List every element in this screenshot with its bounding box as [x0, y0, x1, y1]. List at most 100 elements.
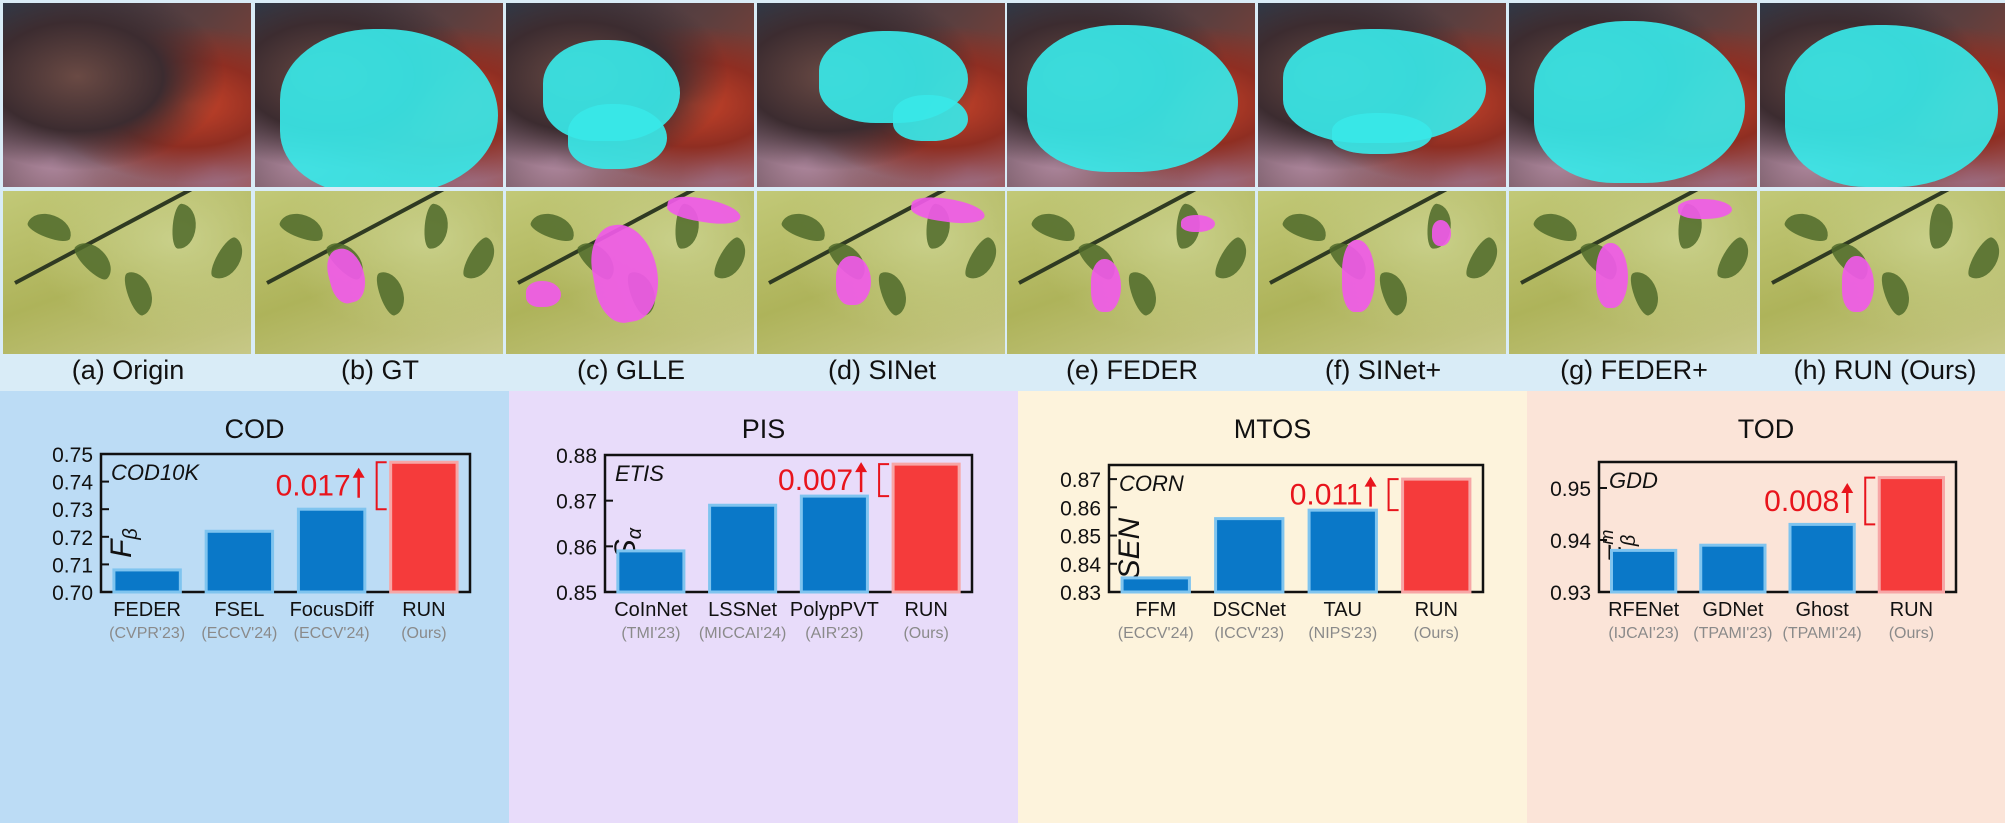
axes-frame: [99, 452, 472, 594]
caption-gt: (b) GT: [341, 355, 419, 385]
venue-label: (MICCAI'24): [699, 625, 787, 642]
venue-label: (Ours): [401, 625, 446, 642]
improvement-bracket: [1864, 476, 1876, 526]
segmentation-mask: [1332, 113, 1432, 154]
segmentation-mask: [525, 280, 561, 307]
dataset-label: COD10K: [111, 460, 200, 485]
y-tick-label: 0.72: [52, 527, 93, 550]
y-tick-label: 0.74: [52, 472, 93, 495]
category-label: RUN: [1415, 599, 1458, 621]
improvement-arrowhead: [1841, 483, 1854, 493]
bar-feder: [112, 568, 182, 594]
y-tick-label: 0.85: [1060, 526, 1101, 549]
chart-pis: PIS0.850.860.870.88ETISSαCoInNet(TMI'23)…: [509, 391, 1018, 823]
category-label: FSEL: [214, 599, 264, 621]
caption-sinet-plus: (f) SINet+: [1324, 355, 1442, 385]
segmentation-mask: [893, 95, 968, 141]
improvement-arrowhead: [855, 462, 868, 473]
leaf-shape: [528, 208, 578, 246]
leaf-image-7: [1760, 191, 2005, 354]
axes-frame: [1107, 463, 1485, 594]
category-label: RUN: [1890, 599, 1933, 621]
venue-label: (ECCV'24): [201, 625, 277, 642]
leaf-shape: [121, 267, 158, 317]
category-label: RFENet: [1608, 599, 1680, 621]
category-label: Ghost: [1795, 599, 1849, 621]
venue-label: (NIPS'23): [1308, 625, 1377, 642]
leaf-shape: [207, 234, 250, 285]
category-label: GDNet: [1702, 599, 1764, 621]
category-label: RUN: [904, 599, 947, 621]
segmentation-mask: [1533, 21, 1745, 184]
axes-frame: [603, 453, 974, 594]
bar-ffm: [1120, 576, 1191, 594]
dataset-label: GDD: [1609, 468, 1658, 493]
y-axis-label: SEN: [1113, 517, 1146, 579]
y-axis-label-sub: β: [1618, 535, 1640, 547]
leaf-image-5: [1258, 191, 1506, 354]
segmentation-mask: [1342, 239, 1375, 312]
segmentation-mask: [1841, 256, 1875, 312]
leaf-shape: [1878, 267, 1915, 317]
y-axis-label-sub: α: [624, 527, 646, 539]
chart-title: PIS: [742, 414, 786, 444]
caption-sinet: (d) SINet: [827, 355, 937, 385]
category-label: DSCNet: [1213, 599, 1287, 621]
y-axis-label-sup: m: [1597, 530, 1617, 545]
dataset-label: ETIS: [615, 461, 664, 486]
bar-fsel: [204, 529, 275, 594]
y-tick-label: 0.86: [1060, 497, 1101, 520]
fish-image-0: [3, 3, 251, 187]
chart-background: [1527, 391, 2005, 823]
y-tick-label: 0.70: [52, 582, 93, 605]
y-tick-label: 0.95: [1550, 478, 1591, 501]
leaf-shape: [373, 267, 410, 317]
visual-comparison-panel: (a) Origin (b) GT (c) GLLE (d) SINet (e)…: [0, 0, 2005, 391]
bar-coinnet: [616, 549, 686, 594]
leaf-shape: [1280, 208, 1330, 246]
fish-image-6: [1509, 3, 1757, 187]
y-axis-label: Fβ: [105, 528, 142, 558]
category-label: TAU: [1323, 599, 1362, 621]
improvement-value: 0.008: [1764, 485, 1839, 518]
bar-dscnet: [1214, 517, 1285, 594]
leaf-shape: [1927, 203, 1955, 251]
improvement-value: 0.007: [778, 464, 853, 497]
category-label: RUN: [402, 599, 445, 621]
y-tick-label: 0.93: [1550, 582, 1591, 605]
fish-image-3: [757, 3, 1005, 187]
category-label: CoInNet: [614, 599, 688, 621]
leaf-image-2: [506, 191, 754, 354]
caption-glle: (c) GLLE: [576, 355, 686, 385]
segmentation-mask: [322, 244, 371, 308]
caption-feder: (e) FEDER: [1065, 355, 1198, 385]
y-tick-label: 0.73: [52, 499, 93, 522]
bar-run: [389, 460, 459, 594]
metric-bar-charts: COD 0.70 0.71 0.72 0.73 0.74 0.75 COD10K Fβ FEDER…: [0, 391, 2005, 823]
caption-feder-plus: (g) FEDER+: [1560, 355, 1708, 385]
leaf-shape: [459, 234, 502, 285]
segmentation-mask: [1784, 25, 1999, 187]
segmentation-mask: [279, 28, 499, 187]
venue-label: (Ours): [903, 625, 948, 642]
y-axis-label-main: F: [105, 538, 138, 558]
segmentation-mask: [1091, 259, 1122, 312]
bar-ghost: [1788, 522, 1856, 594]
y-tick-label: 0.84: [1060, 554, 1101, 577]
venue-label: (TPAMI'23): [1693, 625, 1772, 642]
leaf-shape: [25, 208, 75, 246]
venue-label: (TPAMI'24): [1783, 625, 1862, 642]
fish-image-2: [506, 3, 754, 187]
leaf-shape: [779, 208, 829, 246]
improvement-arrowhead: [352, 467, 365, 478]
venue-label: (Ours): [1889, 625, 1934, 642]
fish-image-7: [1760, 3, 2005, 187]
leaf-image-4: [1007, 191, 1255, 354]
segmentation-mask: [1026, 25, 1238, 173]
y-tick-label: 0.87: [1060, 469, 1101, 492]
venue-label: (IJCAI'23): [1608, 625, 1679, 642]
improvement-bracket: [375, 461, 387, 511]
y-tick-label: 0.83: [1060, 582, 1101, 605]
category-label: PolypPVT: [790, 599, 879, 621]
leaf-shape: [1627, 267, 1664, 317]
